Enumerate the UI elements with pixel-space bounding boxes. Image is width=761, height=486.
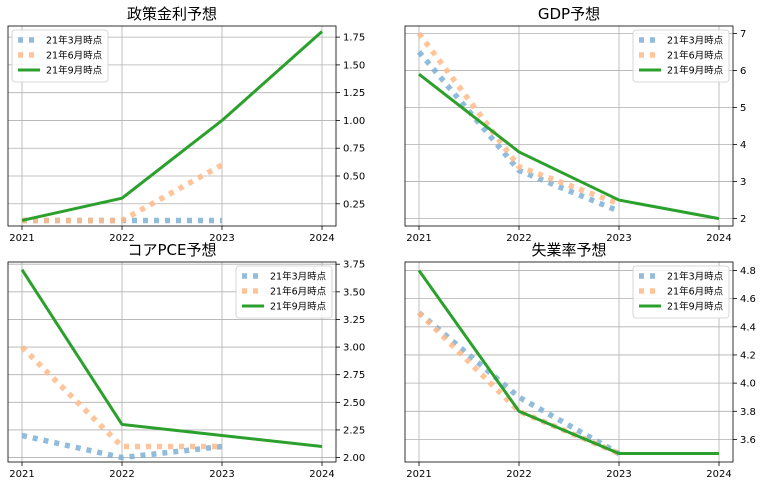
legend-label: 21年6月時点 xyxy=(667,50,724,62)
plot-frame xyxy=(7,261,337,463)
x-tick-label: 2023 xyxy=(606,469,631,480)
y-tick-label: 3 xyxy=(740,177,746,188)
y-tick-label: 0.75 xyxy=(343,144,365,155)
series-line-3 xyxy=(21,30,323,222)
chart-title: 政策金利予想 xyxy=(127,5,217,23)
y-tick-label: 3.50 xyxy=(343,287,365,298)
chart-panel-3: コアPCE予想 2021 2022 2023 2024 2.00 2.25 2.50 2.75 3… xyxy=(7,241,365,480)
y-tick-label: 1.75 xyxy=(343,33,365,44)
legend-label: 21年3月時点 xyxy=(667,271,724,283)
x-tick-label: 2021 xyxy=(9,469,34,480)
series-line-3 xyxy=(20,268,323,449)
y-tick-label: 0.25 xyxy=(343,199,365,210)
y-tick-label: 1.00 xyxy=(343,116,365,127)
x-tick-label: 2023 xyxy=(209,469,234,480)
y-tick-label: 2 xyxy=(740,214,746,225)
chart-panel-2: GDP予想 2021 2022 2023 2024 2 3 4 5 6 7 21年3月時点 21年6月時… xyxy=(404,5,746,244)
legend: 21年3月時点 21年6月時点 21年9月時点 xyxy=(632,265,730,319)
y-tick-label: 1.50 xyxy=(343,60,365,71)
chart-panel-1: 政策金利予想 2021 2022 2023 2024 0.25 0.50 0.75 1.00 1.… xyxy=(7,5,365,244)
x-tick-label: 2021 xyxy=(406,469,431,480)
legend-label: 21年3月時点 xyxy=(667,35,724,47)
y-tick-label: 4.8 xyxy=(740,266,756,277)
y-tick-label: 2.00 xyxy=(343,453,365,464)
x-tick-label: 2023 xyxy=(209,233,234,244)
series-line-2 xyxy=(20,345,222,450)
legend-label: 21年9月時点 xyxy=(46,65,103,77)
legend-label: 21年9月時点 xyxy=(270,301,327,313)
y-tick-label: 0.50 xyxy=(343,172,365,183)
legend-label: 21年6月時点 xyxy=(46,50,103,62)
chart-panel-4: 失業率予想 2021 2022 2023 2024 3.6 3.8 4.0 4.2 4.4 4.6 4… xyxy=(404,241,756,480)
x-tick-label: 2024 xyxy=(706,233,731,244)
x-tick-label: 2024 xyxy=(706,469,731,480)
legend: 21年3月時点 21年6月時点 21年9月時点 xyxy=(235,265,333,319)
y-tick-label: 1.25 xyxy=(343,88,365,99)
y-tick-label: 7 xyxy=(740,29,746,40)
x-tick-label: 2021 xyxy=(9,233,34,244)
y-tick-label: 3.00 xyxy=(343,343,365,354)
y-tick-label: 4.0 xyxy=(740,379,756,390)
legend-label: 21年3月時点 xyxy=(46,35,103,47)
x-tick-label: 2023 xyxy=(606,233,631,244)
x-tick-label: 2024 xyxy=(309,469,334,480)
legend-label: 21年6月時点 xyxy=(270,286,327,298)
series-line-3 xyxy=(417,269,719,456)
x-tick-label: 2021 xyxy=(406,233,431,244)
y-tick-label: 2.50 xyxy=(343,398,365,409)
series-line-2 xyxy=(416,31,620,207)
y-tick-label: 2.75 xyxy=(343,370,365,381)
x-tick-label: 2024 xyxy=(309,233,334,244)
y-tick-label: 3.25 xyxy=(343,315,365,326)
series-line-1 xyxy=(416,50,621,214)
y-tick-label: 4.2 xyxy=(740,350,756,361)
plot-frame xyxy=(404,261,734,463)
legend: 21年3月時点 21年6月時点 21年9月時点 xyxy=(632,29,730,83)
y-tick-label: 4.4 xyxy=(740,322,756,333)
y-tick-label: 6 xyxy=(740,66,746,77)
y-tick-label: 4 xyxy=(740,140,746,151)
y-tick-label: 4.6 xyxy=(740,294,756,305)
y-tick-label: 3.75 xyxy=(343,260,365,271)
chart-title: GDP予想 xyxy=(538,5,600,23)
legend-label: 21年3月時点 xyxy=(270,271,327,283)
x-tick-label: 2022 xyxy=(109,469,134,480)
series-line-3 xyxy=(418,72,720,221)
legend-label: 21年9月時点 xyxy=(667,65,724,77)
chart-title: コアPCE予想 xyxy=(128,241,217,259)
legend: 21年3月時点 21年6月時点 21年9月時点 xyxy=(11,29,109,83)
y-tick-label: 3.8 xyxy=(740,407,756,418)
series-line-2 xyxy=(22,162,224,224)
x-tick-label: 2022 xyxy=(109,233,134,244)
y-tick-label: 3.6 xyxy=(740,435,756,446)
x-tick-label: 2022 xyxy=(506,233,531,244)
series-line-1 xyxy=(21,432,223,461)
legend-label: 21年9月時点 xyxy=(667,301,724,313)
chart-title: 失業率予想 xyxy=(531,241,606,259)
plot-frame xyxy=(404,25,734,227)
legend-label: 21年6月時点 xyxy=(667,286,724,298)
x-tick-label: 2022 xyxy=(506,469,531,480)
y-tick-label: 2.25 xyxy=(343,425,365,436)
y-tick-label: 5 xyxy=(740,103,746,114)
plot-frame xyxy=(7,25,337,227)
